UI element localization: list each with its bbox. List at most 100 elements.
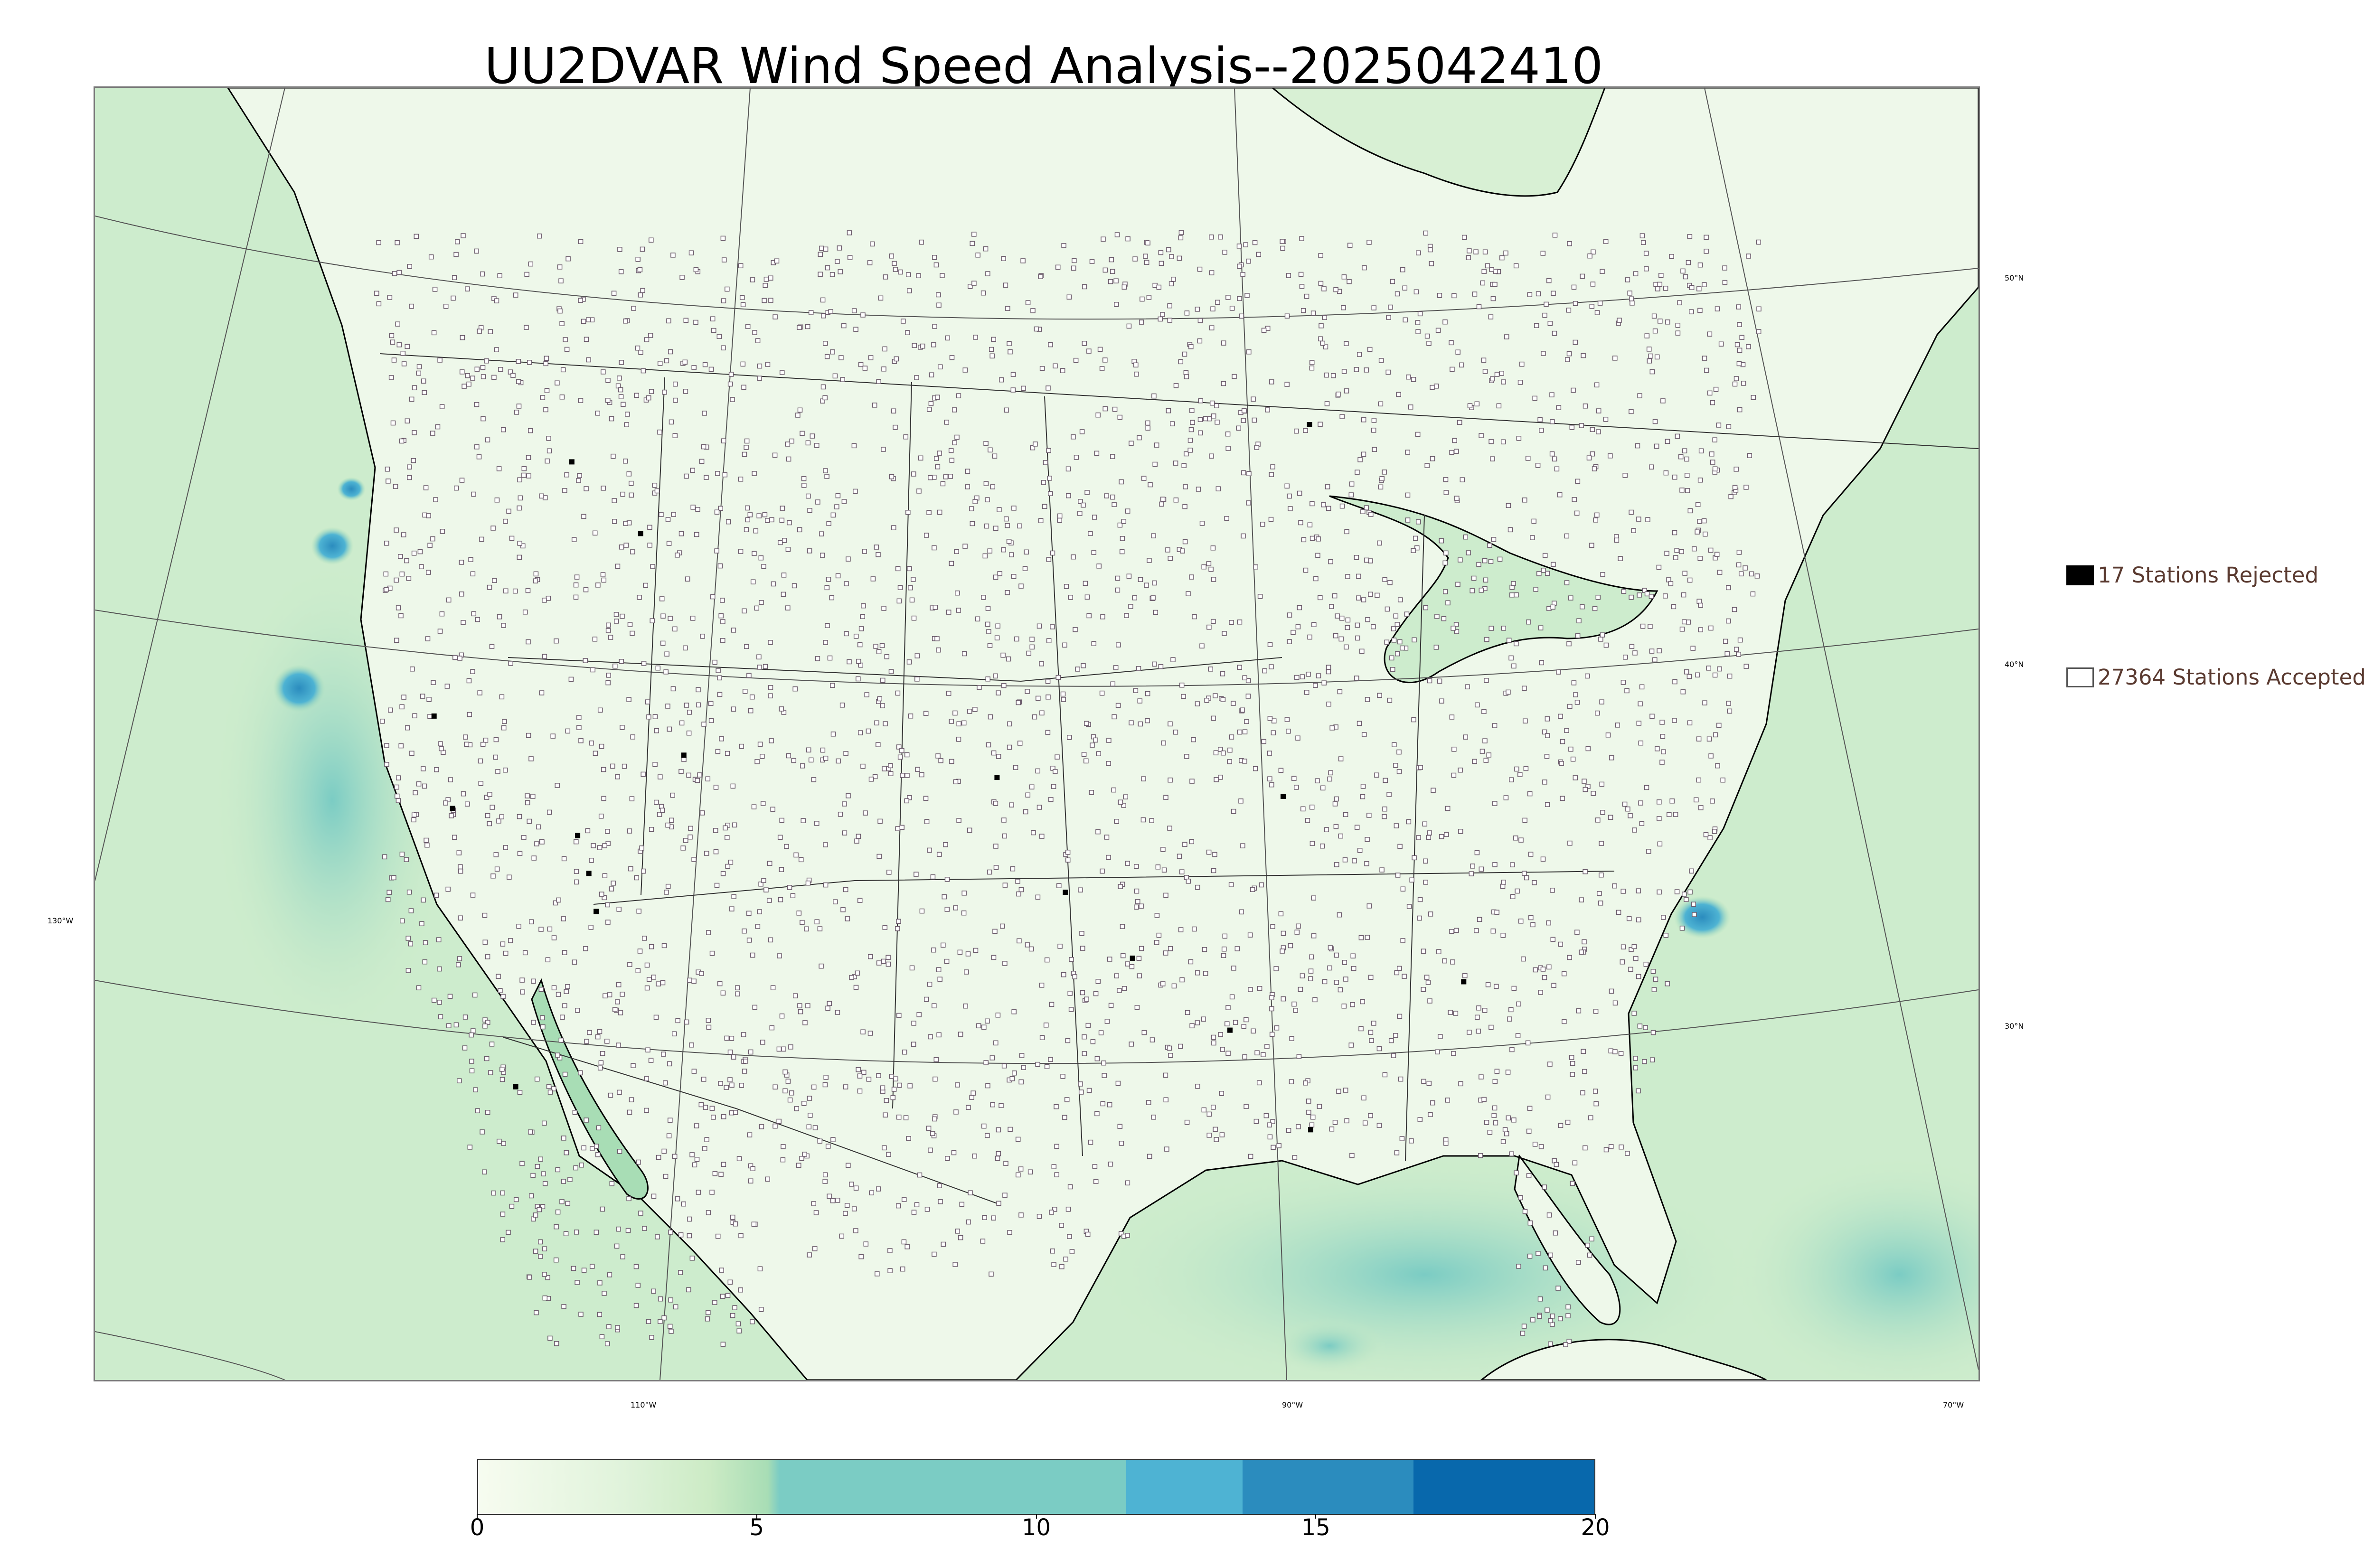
accepted-station-marker [826,521,831,526]
accepted-station-marker [1182,504,1187,509]
accepted-station-marker [455,239,460,244]
accepted-station-marker [1211,619,1216,624]
accepted-station-marker [1716,723,1722,728]
accepted-station-marker [748,1049,754,1055]
accepted-station-marker [1347,243,1353,248]
accepted-station-marker [1209,453,1214,459]
accepted-station-marker [1400,886,1406,892]
accepted-station-marker [684,473,689,479]
accepted-station-marker [1073,627,1078,632]
accepted-station-marker [559,1199,565,1204]
accepted-station-marker [1173,383,1179,388]
accepted-station-marker [399,571,405,577]
accepted-station-marker [830,1137,836,1142]
accepted-station-marker [748,1178,754,1183]
accepted-station-marker [1339,414,1345,419]
accepted-station-marker [1386,315,1391,320]
accepted-station-marker [461,233,466,238]
accepted-station-marker [1182,351,1187,357]
accepted-station-marker [779,817,784,823]
accepted-station-marker [1291,776,1297,781]
accepted-station-marker [668,1230,673,1235]
accepted-station-marker [1260,522,1265,527]
accepted-station-marker [487,792,492,797]
accepted-station-marker [425,636,431,641]
accepted-station-marker [527,1275,532,1280]
accepted-station-marker [1566,641,1572,647]
accepted-station-marker [956,736,961,742]
colorbar-tick-label: 5 [749,1514,764,1541]
accepted-station-marker [1552,233,1558,238]
accepted-station-marker [1159,261,1164,266]
accepted-station-marker [1707,390,1713,396]
accepted-station-marker [673,1304,678,1310]
accepted-station-marker [1591,790,1596,796]
accepted-station-marker [1267,776,1272,781]
accepted-station-marker [911,471,916,477]
accepted-station-marker [508,661,513,666]
accepted-station-marker [1513,836,1518,841]
accepted-station-marker [1617,318,1622,323]
accepted-station-marker [1338,756,1344,761]
accepted-station-marker [635,1283,641,1288]
accepted-station-marker [1319,843,1325,849]
accepted-station-marker [1121,803,1126,808]
accepted-station-marker [931,342,936,347]
accepted-station-marker [1179,682,1185,688]
accepted-station-marker [1477,917,1482,922]
accepted-station-marker [686,730,692,736]
accepted-station-marker [406,889,412,895]
accepted-station-marker [727,1049,733,1055]
accepted-station-marker [617,1149,622,1154]
accepted-station-marker [1134,904,1139,910]
accepted-station-marker [1591,249,1596,255]
accepted-station-marker [909,597,915,603]
accepted-station-marker [1046,695,1051,700]
accepted-station-marker [1009,552,1014,557]
accepted-station-marker [1306,1109,1311,1115]
accepted-station-marker [723,825,728,831]
accepted-station-marker [1492,1079,1498,1084]
accepted-station-marker [601,796,606,801]
accepted-station-marker [1465,684,1470,690]
accepted-station-marker [1054,1172,1059,1177]
accepted-station-marker [1500,439,1506,445]
accepted-station-marker [1139,319,1144,325]
accepted-station-marker [1189,1023,1195,1029]
accepted-station-marker [857,898,863,903]
accepted-station-marker [1640,240,1646,245]
accepted-station-marker [820,553,825,558]
rejected-station-marker [1063,890,1068,895]
accepted-station-marker [1599,699,1604,704]
accepted-station-marker [1243,242,1248,247]
accepted-station-marker [438,741,443,747]
accepted-station-marker [1395,873,1401,878]
accepted-station-marker [1445,806,1451,811]
accepted-station-marker [1121,519,1127,524]
accepted-station-marker [496,974,501,979]
accepted-station-marker [1051,1262,1056,1267]
accepted-station-marker [812,1125,818,1130]
accepted-station-marker [840,907,846,912]
accepted-station-marker [1293,785,1299,790]
accepted-station-marker [706,1310,711,1315]
accepted-station-marker [500,941,506,947]
accepted-station-marker [1433,645,1439,650]
accepted-station-marker [1595,817,1601,823]
accepted-station-marker [542,1272,547,1277]
accepted-station-marker [720,598,725,603]
accepted-station-marker [1532,395,1537,401]
accepted-station-marker [1678,454,1684,460]
accepted-station-marker [1417,897,1423,902]
high-wind-pacific-3 [337,477,366,501]
accepted-station-marker [1715,763,1720,769]
accepted-station-marker [949,458,955,463]
accepted-station-marker [1632,827,1637,833]
accepted-station-marker [1667,812,1672,817]
accepted-station-marker [1531,518,1536,524]
accepted-station-marker [1722,265,1727,271]
accepted-station-marker [384,587,389,592]
accepted-station-marker [1603,416,1609,422]
accepted-station-marker [758,882,763,887]
accepted-station-marker [1225,446,1231,451]
